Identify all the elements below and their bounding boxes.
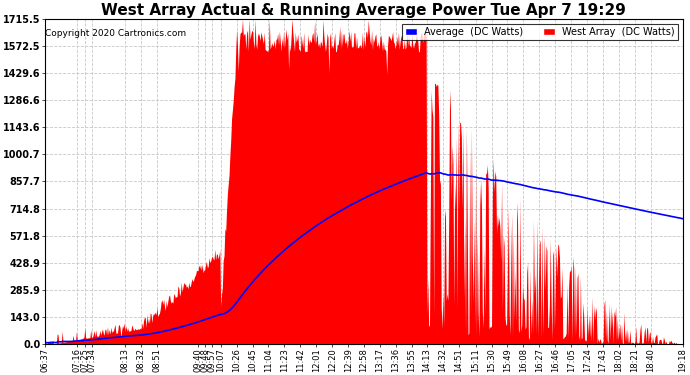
Text: Copyright 2020 Cartronics.com: Copyright 2020 Cartronics.com [46, 29, 186, 38]
Title: West Array Actual & Running Average Power Tue Apr 7 19:29: West Array Actual & Running Average Powe… [101, 3, 626, 18]
Legend: Average  (DC Watts), West Array  (DC Watts): Average (DC Watts), West Array (DC Watts… [402, 24, 678, 40]
